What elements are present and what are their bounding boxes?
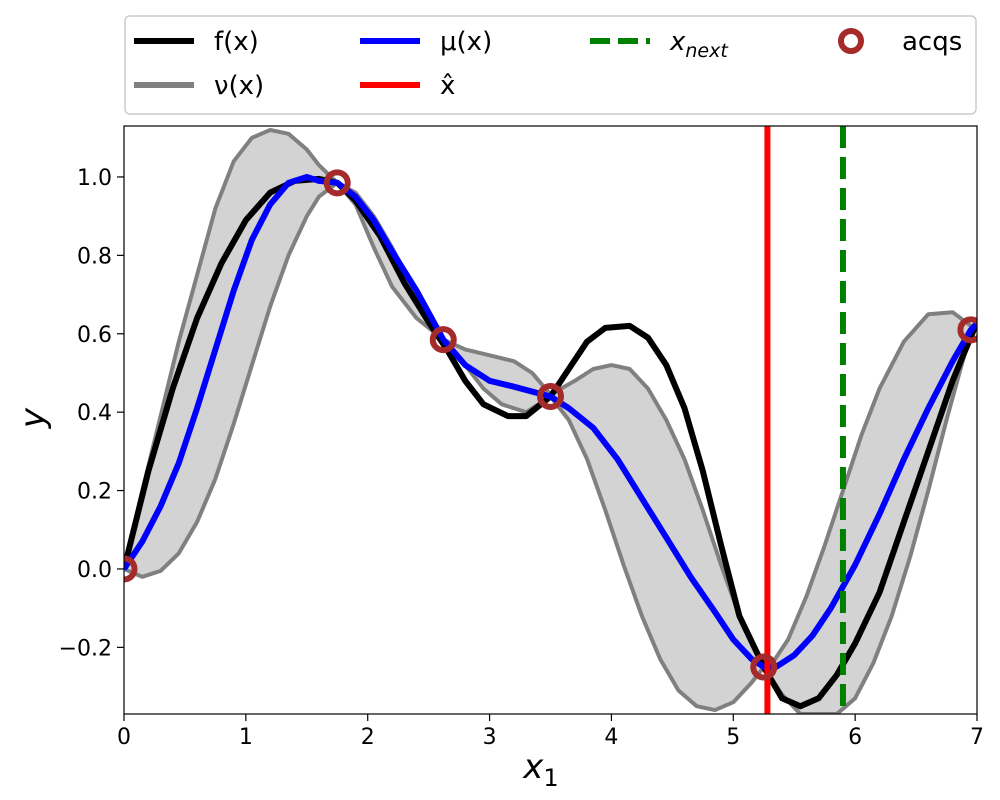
legend-label-main: x [669,27,686,57]
y-tick-label: 0.8 [77,244,112,269]
x-tick-label: 2 [361,725,375,750]
plot-frame [123,125,978,715]
acq-point [750,653,778,681]
legend-item: f(x) [134,27,259,57]
y-axis: −0.2 0.0 0.2 0.4 0.6 0.8 1.0 [59,166,124,661]
x-tick-label: 5 [726,725,740,750]
legend-swatch [838,28,864,54]
mu-line [124,174,977,670]
legend-item: acqs [838,27,962,57]
legend-label: f(x) [214,27,259,57]
acq-point [957,316,977,344]
x-tick-label: 6 [848,725,862,750]
y-axis-title: y [13,407,53,429]
y-tick-label: 0.4 [77,401,112,426]
y-tick-label: 0.2 [77,480,112,505]
x-axis: 0 1 2 3 4 5 6 7 [117,714,984,750]
nu-upper-line [124,127,977,669]
acq-point [323,169,351,197]
x-tick-label: 1 [239,725,253,750]
plot-area [123,125,978,715]
legend-label: xnext [669,27,729,62]
x-tick-label: 0 [117,725,131,750]
y-tick-label: 1.0 [77,166,112,191]
legend-item: xnext [590,27,729,62]
x-axis-title-main: x [522,747,544,787]
legend-frame [124,15,977,115]
legend: f(x) μ(x) xnext acqs ν(x) x̂ [124,15,977,115]
y-tick-label: −0.2 [59,636,112,661]
legend-label: ν(x) [214,71,264,101]
legend-item: μ(x) [360,27,492,57]
legend-item: ν(x) [134,71,264,101]
legend-label: μ(x) [440,27,492,57]
legend-label-subscript: next [685,40,729,62]
acq-point [429,326,457,354]
x-tick-label: 3 [483,725,497,750]
x-axis-title: x1 [522,747,558,792]
acq-point [537,382,564,410]
x-tick-label: 4 [604,725,618,750]
legend-label: acqs [902,27,962,57]
legend-item: x̂ [360,71,455,101]
legend-label: x̂ [440,71,455,101]
y-tick-label: 0.0 [77,558,112,583]
y-tick-label: 0.6 [77,323,112,348]
nu-lower-line [124,180,977,714]
x-tick-label: 7 [970,725,984,750]
acq-point [124,555,138,583]
x-axis-title-subscript: 1 [543,764,558,792]
